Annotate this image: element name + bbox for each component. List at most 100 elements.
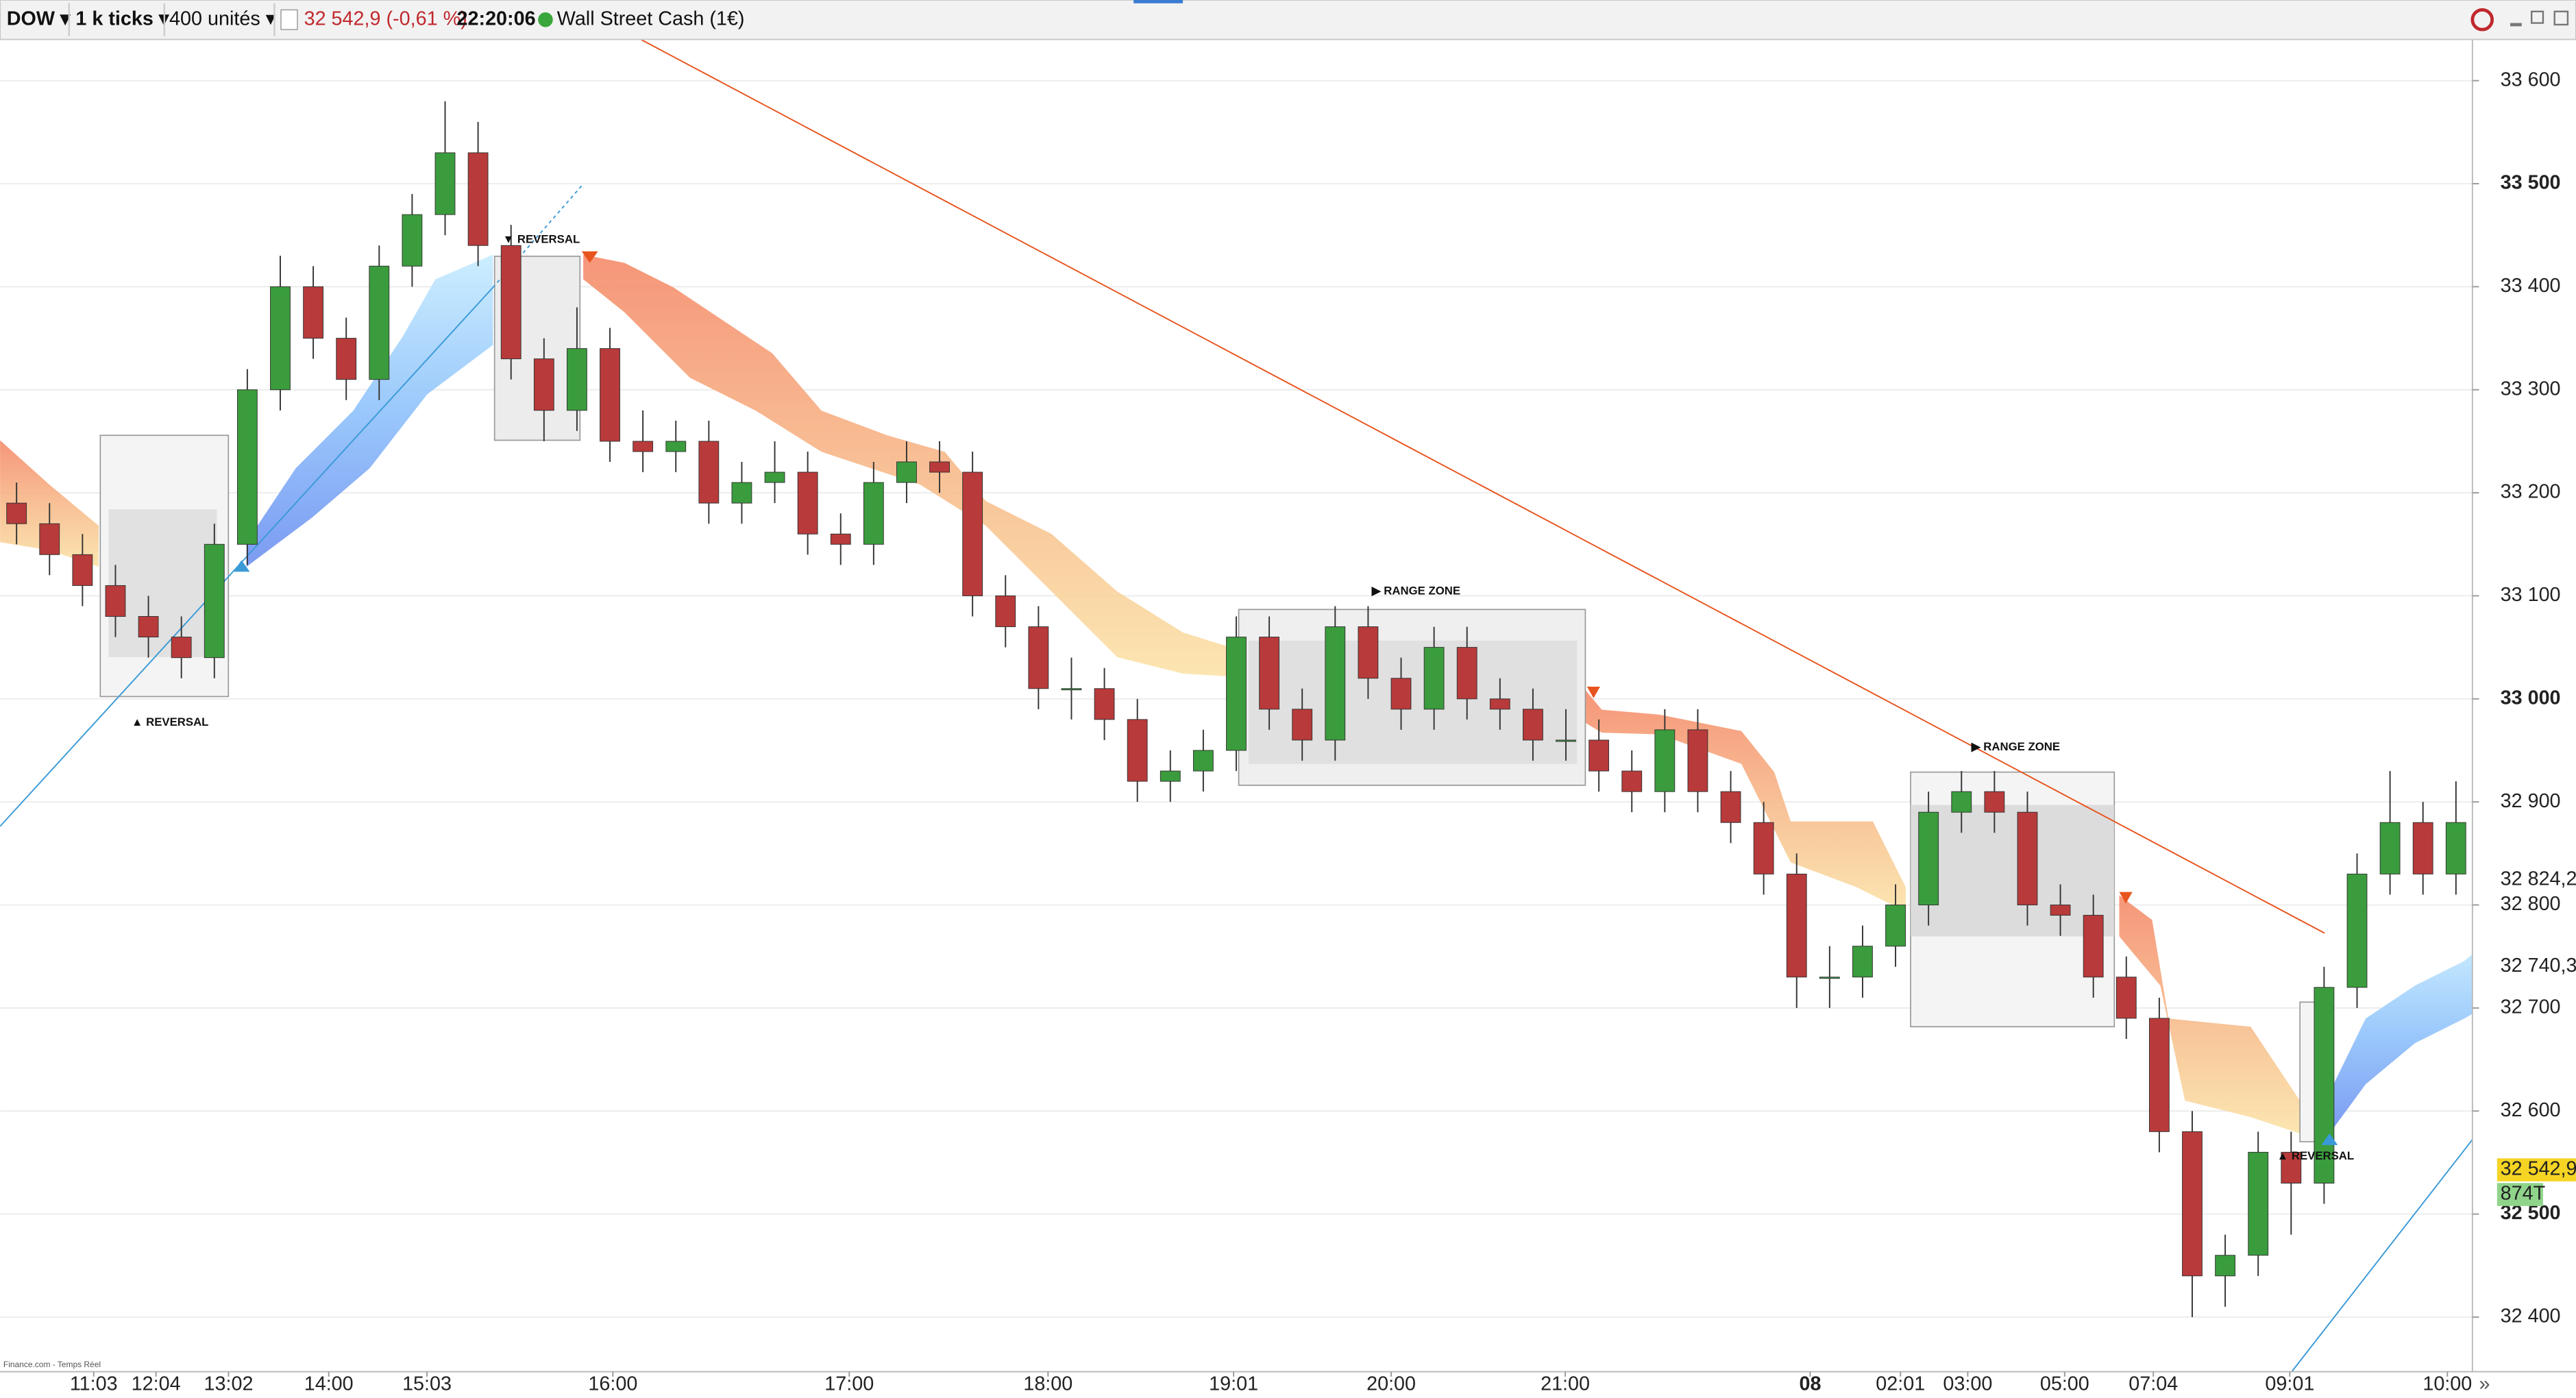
x-tick-label: 15:03 [402, 1373, 452, 1395]
candle-body [698, 441, 720, 504]
y-tick-label: 33 100 [2501, 584, 2561, 606]
x-tick-label: 03:00 [1943, 1373, 1992, 1395]
x-tick-label: 16:00 [588, 1373, 637, 1395]
candle-body [962, 471, 983, 596]
info-icon[interactable] [280, 9, 298, 30]
candle-body [2050, 905, 2071, 916]
price-marker-label: 32 542,9 [2501, 1158, 2576, 1180]
candle-body [896, 461, 917, 483]
x-tick-label: 13:02 [204, 1373, 253, 1395]
annotation: ▲ REVERSAL [2277, 1149, 2355, 1162]
candle-body [2083, 915, 2104, 978]
x-tick-label: 14:00 [304, 1373, 354, 1395]
candle-body [2148, 1018, 2170, 1132]
annotation: ▲ REVERSAL [132, 715, 209, 728]
cloud-bear [1585, 689, 1906, 912]
candle-body [1390, 678, 1412, 710]
candle-body [1160, 770, 1181, 782]
x-tick-label: 02:01 [1876, 1373, 1925, 1395]
x-tick-label: 18:00 [1023, 1373, 1072, 1395]
candle-body [1786, 873, 1807, 978]
candle-body [1358, 626, 1379, 679]
restore-button[interactable] [2530, 10, 2544, 24]
candle-body [204, 543, 225, 659]
refresh-icon[interactable] [2470, 8, 2494, 32]
y-tick-label: 32 400 [2501, 1305, 2561, 1327]
x-tick-label: 05:00 [2040, 1373, 2089, 1395]
candle-body [336, 338, 357, 380]
candle-body [1654, 729, 1676, 792]
scroll-button[interactable]: » [2479, 1373, 2490, 1395]
volume-label: 874T [2501, 1183, 2546, 1205]
annotation: ▶ RANGE ZONE [1371, 584, 1460, 597]
quote: 32 542,9 (-0,61 %) [304, 8, 467, 29]
minimize-button[interactable] [2510, 23, 2522, 27]
candle-body [830, 533, 851, 545]
price-marker [2497, 955, 2576, 979]
price-marker [2497, 868, 2576, 892]
candle-body [369, 265, 390, 380]
candle-body [533, 358, 554, 411]
candle-body [105, 585, 126, 617]
instrument: Wall Street Cash (1€) [557, 8, 745, 29]
candle-body [1127, 719, 1148, 782]
candle-body [995, 595, 1016, 628]
candle-body [1951, 791, 1972, 813]
timeframe-select[interactable]: 1 k ticks ▾ [75, 8, 169, 29]
x-tick-label: 10:00 [2422, 1373, 2472, 1395]
signal-marker [2321, 1133, 2338, 1145]
candle-body [2314, 987, 2335, 1184]
y-tick-label: 33 600 [2501, 69, 2561, 90]
candle-body [1259, 637, 1280, 710]
candle-body [500, 245, 522, 360]
candle-body [171, 637, 192, 659]
candle-body [1292, 709, 1313, 741]
candle-body [1489, 698, 1510, 710]
candle-body [2215, 1255, 2236, 1277]
candle-body [1885, 905, 1906, 947]
candle-body [1588, 739, 1610, 772]
candle-body [434, 152, 456, 215]
range-box [108, 509, 217, 657]
signal-marker [2119, 892, 2133, 904]
candle-body [1852, 946, 1873, 978]
candle-body [6, 502, 27, 524]
x-tick-label: 07:04 [2129, 1373, 2178, 1395]
y-axis-panel [2472, 39, 2576, 1372]
candle-body [567, 348, 587, 411]
clock: 22:20:06 [457, 8, 536, 29]
y-tick-label: 33 200 [2501, 481, 2561, 503]
y-tick-label: 33 500 [2501, 172, 2561, 194]
cloud-bear [2119, 895, 2301, 1134]
volume-marker [2497, 1183, 2543, 1206]
candle-body [797, 471, 818, 535]
candle-body [402, 214, 423, 267]
candle-body [1621, 770, 1643, 792]
candle-body [1556, 739, 1576, 742]
close-button[interactable] [2553, 10, 2569, 26]
candle-body [600, 348, 620, 442]
signal-marker [233, 560, 250, 572]
candle-body [2248, 1151, 2269, 1256]
x-tick-label: 11:03 [70, 1373, 118, 1395]
candle-body [2412, 822, 2433, 874]
candle-body [1984, 791, 2005, 813]
units-select[interactable]: 400 unités ▾ [169, 8, 276, 29]
candle-body [467, 152, 489, 246]
annotation: ▶ RANGE ZONE [1971, 740, 2060, 753]
price-marker-label: 32 824,2 [2501, 868, 2576, 890]
toolbar-tab [1133, 0, 1183, 3]
symbol-select[interactable]: DOW ▾ [7, 8, 71, 29]
range-box [1911, 805, 2115, 937]
range-box [1248, 640, 1578, 764]
price-marker-label: 32 740,3 [2501, 955, 2576, 977]
y-tick-label: 33 000 [2501, 687, 2561, 709]
signal-marker [1586, 687, 1600, 698]
candle-body [1226, 637, 1247, 751]
candle-body [2379, 822, 2401, 874]
candle-body [731, 482, 752, 504]
x-tick-label: 20:00 [1366, 1373, 1416, 1395]
